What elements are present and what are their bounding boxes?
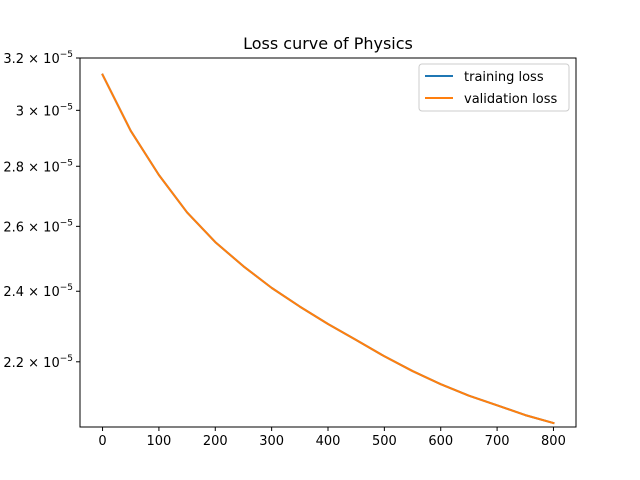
x-tick-label: 600 xyxy=(428,434,453,449)
x-tick-label: 0 xyxy=(98,434,106,449)
series-line-1 xyxy=(101,73,555,425)
y-tick-label: 3.2 × 10−5 xyxy=(3,50,73,67)
legend: training loss validation loss xyxy=(418,63,570,112)
axes-frame xyxy=(79,57,577,428)
y-tick-label: 2.4 × 10−5 xyxy=(3,283,73,300)
legend-label-2: validation loss xyxy=(464,92,557,107)
y-tick-label: 2.6 × 10−5 xyxy=(3,218,73,235)
axis-ticks: 0 100 200 300 400 500 600 700 800 2.2 × 10−5 2.4 ×… xyxy=(3,50,566,449)
x-tick-label: 200 xyxy=(203,434,228,449)
y-tick-label: 2.2 × 10−5 xyxy=(3,354,73,371)
series-line-2 xyxy=(101,73,555,425)
legend-box xyxy=(418,63,570,112)
x-tick-label: 400 xyxy=(316,434,341,449)
x-tick-label: 100 xyxy=(146,434,171,449)
plot-area xyxy=(101,73,555,425)
y-tick-label: 3 × 10−5 xyxy=(16,102,73,119)
legend-label-1: training loss xyxy=(464,70,544,85)
chart-title: Loss curve of Physics xyxy=(243,34,413,53)
y-tick-label: 2.8 × 10−5 xyxy=(3,158,73,175)
x-tick-label: 800 xyxy=(541,434,566,449)
x-tick-label: 300 xyxy=(259,434,284,449)
x-tick-label: 500 xyxy=(372,434,397,449)
x-tick-label: 700 xyxy=(485,434,510,449)
